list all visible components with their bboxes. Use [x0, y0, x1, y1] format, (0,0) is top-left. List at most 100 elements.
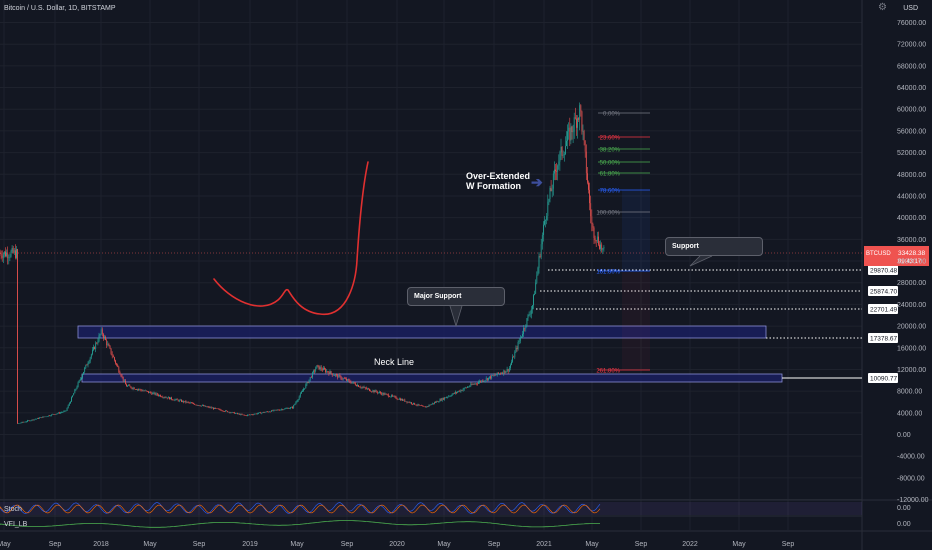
- arrow-right-icon: ➔: [531, 174, 543, 190]
- candle-body: [387, 394, 389, 397]
- candle-body: [196, 404, 198, 406]
- candle-body: [346, 378, 347, 381]
- candle-body: [559, 152, 561, 162]
- candle-body: [474, 383, 476, 385]
- candle-body: [176, 398, 178, 400]
- candle-body: [219, 409, 221, 410]
- candle-body: [109, 346, 111, 349]
- candle-body: [537, 267, 539, 276]
- candle-body: [270, 411, 271, 413]
- candle-body: [584, 140, 586, 152]
- settings-icon[interactable]: ⚙: [878, 2, 887, 13]
- candle-body: [247, 414, 248, 416]
- price-tick-label: -8000.00: [897, 475, 925, 482]
- candle-body: [555, 169, 556, 172]
- candle-body: [590, 203, 592, 217]
- candle-body: [383, 393, 385, 395]
- candle-body: [448, 396, 450, 397]
- candle-body: [12, 248, 14, 253]
- candle-body: [95, 343, 97, 350]
- candle-body: [188, 402, 190, 403]
- support-callout[interactable]: Support: [665, 237, 763, 256]
- candle-body: [181, 399, 182, 402]
- candle-body: [54, 414, 56, 416]
- candle-body: [497, 372, 499, 374]
- candle-body: [523, 328, 524, 335]
- candle-body: [352, 382, 354, 383]
- candle-body: [304, 388, 306, 390]
- candle-body: [175, 398, 177, 400]
- candle-body: [524, 328, 526, 329]
- candle-body: [204, 405, 205, 407]
- candle-body: [436, 401, 438, 403]
- candle-body: [350, 382, 352, 384]
- candle-body: [211, 407, 213, 409]
- candle-body: [226, 410, 227, 412]
- price-tick-label: 20000.00: [897, 324, 926, 331]
- candle-body: [371, 391, 373, 392]
- candle-body: [374, 390, 376, 393]
- candle-body: [473, 384, 475, 385]
- candle-body: [98, 335, 100, 342]
- candle-body: [295, 402, 297, 404]
- candle-body: [364, 387, 366, 389]
- major-support-callout[interactable]: Major Support: [407, 287, 505, 306]
- candle-body: [491, 375, 493, 379]
- candle-body: [554, 169, 555, 174]
- candle-body: [313, 370, 314, 373]
- candle-body: [210, 407, 212, 409]
- candle-body: [426, 406, 428, 408]
- candle-body: [127, 385, 128, 387]
- candle-body: [340, 375, 342, 379]
- candle-body: [395, 396, 397, 399]
- candle-body: [566, 140, 567, 147]
- candle-body: [455, 391, 456, 394]
- fib-level-label: 0.00%: [603, 112, 621, 118]
- symbol-title[interactable]: Bitcoin / U.S. Dollar, 1D, BITSTAMP: [4, 5, 116, 12]
- time-tick-label: 2021: [536, 541, 552, 548]
- candle-body: [255, 413, 257, 415]
- candle-body: [544, 220, 545, 225]
- candle-body: [587, 173, 588, 183]
- candle-body: [343, 378, 345, 379]
- candle-body: [195, 404, 197, 406]
- candle-body: [456, 391, 457, 393]
- candle-body: [323, 368, 324, 371]
- candle-body: [565, 146, 566, 155]
- candle-body: [328, 372, 330, 375]
- candle-body: [249, 414, 251, 416]
- candle-body: [382, 393, 384, 395]
- candle-body: [263, 412, 265, 413]
- candle-body: [167, 397, 169, 399]
- candle-body: [128, 385, 130, 386]
- candle-body: [475, 383, 477, 385]
- candle-body: [259, 412, 260, 414]
- candle-body: [271, 410, 273, 412]
- candle-body: [339, 375, 341, 376]
- candle-body: [493, 374, 495, 376]
- candle-body: [64, 410, 66, 412]
- candle-body: [529, 313, 531, 315]
- candle-body: [141, 390, 143, 391]
- candle-body: [494, 374, 496, 376]
- candle-body: [246, 415, 247, 417]
- candle-body: [197, 405, 199, 406]
- candle-body: [316, 365, 318, 369]
- candle-body: [184, 401, 186, 403]
- candle-body: [598, 236, 599, 245]
- candle-body: [470, 383, 472, 387]
- candle-body: [458, 390, 460, 392]
- candle-body: [573, 117, 575, 132]
- candle-body: [11, 248, 13, 252]
- candle-body: [299, 393, 301, 397]
- candle-body: [603, 247, 605, 249]
- candle-body: [507, 369, 509, 372]
- candle-body: [408, 401, 410, 403]
- candle-body: [592, 224, 594, 228]
- candle-body: [317, 365, 319, 366]
- candle-body: [101, 329, 103, 335]
- candle-body: [68, 403, 70, 406]
- candle-body: [40, 417, 42, 418]
- candle-body: [225, 410, 226, 412]
